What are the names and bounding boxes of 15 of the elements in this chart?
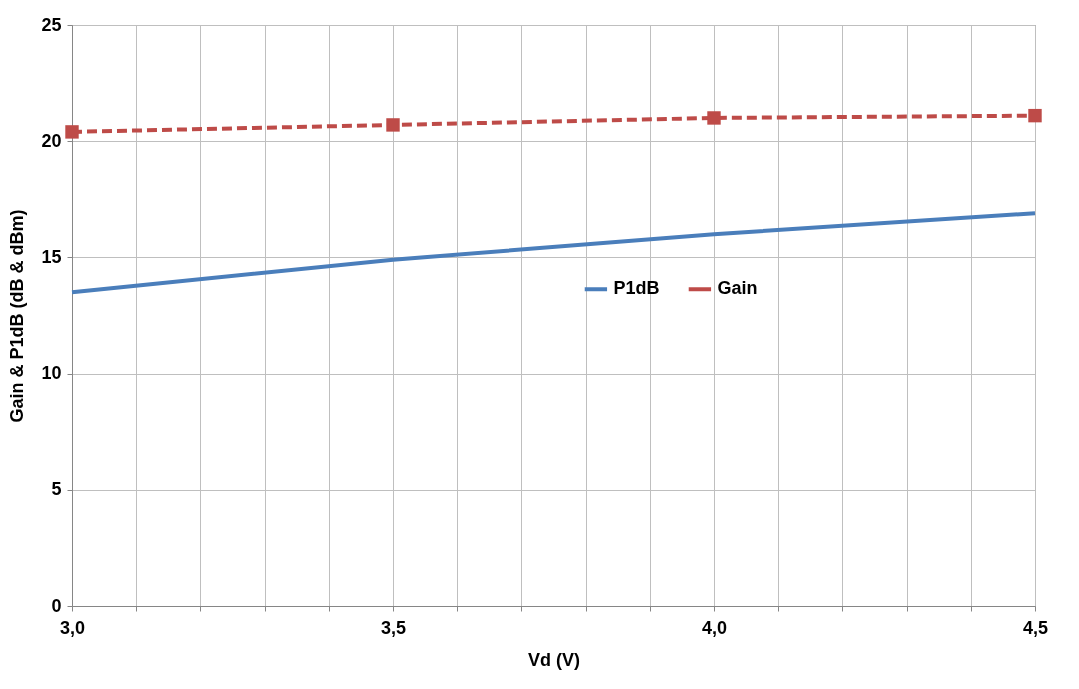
line-series [70,211,1037,295]
y-tick-label: 0 [51,595,62,616]
y-tick-label: 20 [41,130,62,151]
x-tick-label: 3,5 [380,617,407,638]
x-axis-title: Vd (V) [528,649,580,670]
legend-label: Gain [717,278,758,299]
y-axis-title: Gain & P1dB (dB & dBm) [7,209,28,423]
x-tick-label: 4,0 [701,617,728,638]
y-tick-label: 25 [41,14,62,35]
y-tick-label: 15 [41,246,62,267]
legend-label: P1dB [613,278,660,299]
y-tick-label: 10 [41,363,62,384]
x-tick-label: 4,5 [1022,617,1049,638]
x-tick-label: 3,0 [59,617,86,638]
y-tick-label: 5 [51,479,62,500]
